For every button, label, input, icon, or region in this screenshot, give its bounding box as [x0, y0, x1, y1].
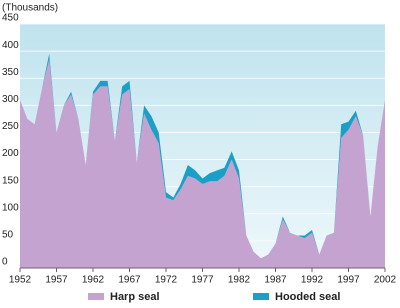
y-tick-label: 150: [2, 175, 19, 186]
y-tick-label: 350: [2, 67, 19, 78]
x-tick-label: 1967: [118, 275, 141, 286]
x-tick-label: 2002: [374, 275, 397, 286]
y-tick-label: 0: [2, 257, 8, 268]
x-tick-label: 1982: [228, 275, 251, 286]
y-tick-label: 200: [2, 148, 19, 159]
legend-label: Hooded seal: [275, 291, 340, 303]
x-tick-label: 1992: [301, 275, 324, 286]
legend-swatch: [88, 293, 104, 300]
legend-label: Harp seal: [110, 291, 160, 303]
y-tick-label: 100: [2, 202, 19, 213]
y-tick-label: 450: [2, 13, 19, 24]
x-tick-label: 1997: [337, 275, 360, 286]
area: [20, 59, 385, 268]
y-axis-label: (Thousands): [2, 3, 58, 14]
legend-swatch: [253, 293, 269, 300]
x-tick-label: 1962: [82, 275, 105, 286]
x-tick-label: 1972: [155, 275, 178, 286]
x-tick-label: 1977: [191, 275, 214, 286]
y-tick-label: 300: [2, 94, 19, 105]
x-tick-label: 1987: [264, 275, 287, 286]
y-tick-label: 400: [2, 40, 19, 51]
x-tick-label: 1957: [45, 275, 68, 286]
y-tick-label: 50: [2, 230, 14, 241]
x-tick-label: 1952: [9, 275, 32, 286]
y-tick-label: 250: [2, 121, 19, 132]
